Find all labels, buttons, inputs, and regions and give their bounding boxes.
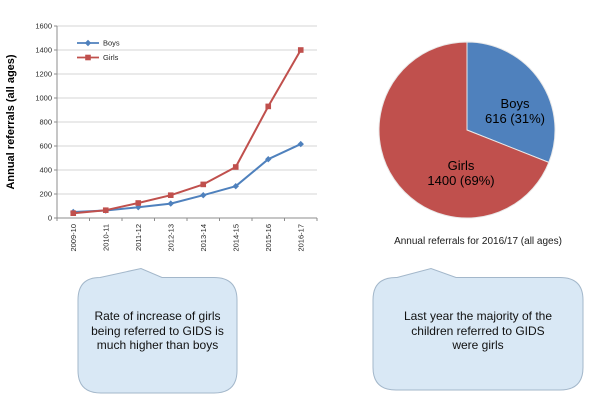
x-tick-label: 2012-13 [167,224,176,252]
x-tick-label: 2013-14 [199,224,208,252]
callout-right-line2: children referred to GIDS [411,323,545,338]
y-tick-label: 1200 [35,70,52,79]
pie-chart [378,41,556,219]
callout-left-line2: being referred to GIDS is [91,323,224,338]
series-line-girls [73,49,302,215]
pie-caption: Annual referrals for 2016/17 (all ages) [394,236,562,247]
y-tick-label: 200 [39,190,52,199]
y-tick-label: 400 [39,166,52,175]
x-tick-label: 2015-16 [264,224,273,252]
x-tick-label: 2016-17 [297,224,306,252]
callout-right-line3: were girls [452,338,504,352]
pie-slice-boys [466,41,556,164]
y-tick-label: 0 [48,214,52,223]
x-tick-label: 2011-12 [134,224,143,251]
pie-label-girls-value: 1400 (69%) [427,173,495,188]
callout-right-text: Last year the majority of the children r… [378,309,578,353]
callout-left-text: Rate of increase of girls being referred… [80,309,235,353]
line-chart: 0 200 400 600 800 1000 1200 1400 1600 2009-10 2010… [5,22,318,252]
y-tick-label: 1400 [35,46,52,55]
speech-bubble-left [77,267,238,394]
legend-label-girls: Girls [103,53,119,62]
y-tick-label: 1600 [35,22,52,31]
legend-label-boys: Boys [103,39,120,48]
y-tick-label: 600 [39,142,52,151]
speech-bubble-right [372,267,584,391]
pie-slice-girls [378,41,550,219]
y-tick-label: 1000 [35,94,52,103]
pie-label-boys: Boys 616 (31%) [465,96,565,126]
callout-right-line1: Last year the majority of the [403,309,553,323]
pie-label-boys-name: Boys [500,96,530,111]
x-tick-label: 2009-10 [69,224,78,252]
series-line-boys [73,143,302,213]
callout-left-line1: Rate of increase of girls [94,309,221,323]
pie-label-boys-value: 616 (31%) [485,111,545,126]
x-tick-label: 2014-15 [232,224,241,252]
pie-label-girls-name: Girls [447,158,475,173]
y-tick-label: 800 [39,118,52,127]
x-tick-label: 2010-11 [102,224,111,251]
callout-shapes [77,267,584,394]
pie-label-girls: Girls 1400 (69%) [401,158,521,188]
callout-left-line3: much higher than boys [96,338,219,352]
y-axis-title: Annual referrals (all ages) [5,54,17,189]
